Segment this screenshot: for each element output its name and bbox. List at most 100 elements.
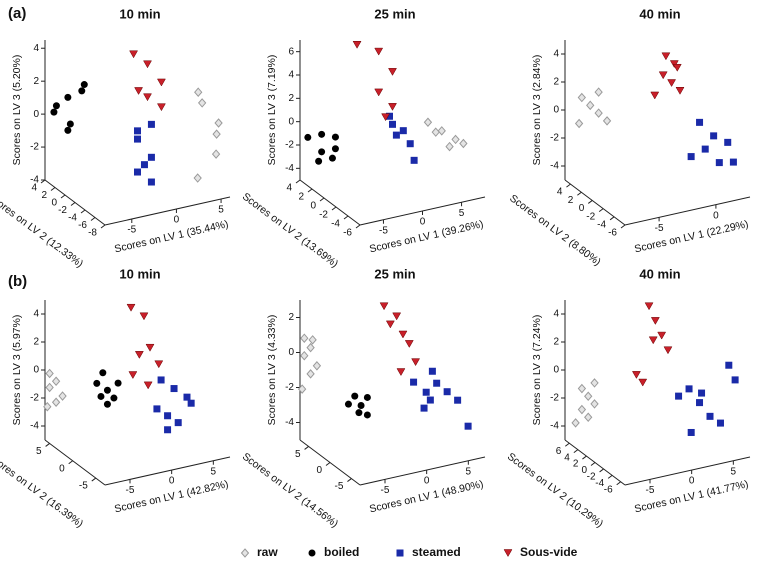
- y-tick-label: 2: [33, 337, 39, 348]
- x-axis: [624, 196, 751, 226]
- z-tick-label: -2: [587, 472, 596, 483]
- point: [385, 320, 395, 329]
- point: [318, 148, 326, 156]
- point: [661, 52, 671, 61]
- point: [297, 384, 307, 394]
- z-axis: [44, 439, 106, 486]
- z-tick-label: 0: [579, 203, 585, 214]
- point: [134, 135, 141, 143]
- z-tick: [609, 216, 615, 221]
- z-tick-label: 5: [36, 446, 42, 457]
- z-tick: [91, 477, 97, 482]
- point: [379, 302, 389, 311]
- point: [363, 411, 371, 419]
- point: [392, 131, 400, 139]
- point: [103, 386, 111, 394]
- point: [134, 168, 141, 176]
- point: [650, 91, 660, 100]
- point: [300, 350, 309, 361]
- point: [716, 419, 724, 427]
- point: [45, 368, 54, 379]
- legend-marker: [503, 549, 513, 558]
- point: [134, 351, 144, 359]
- point: [139, 312, 149, 321]
- point: [58, 391, 67, 401]
- z-tick: [307, 188, 313, 193]
- y-tick-label: 0: [33, 109, 39, 120]
- chart-title: 25 min: [374, 266, 415, 281]
- panel-label: (a): [8, 5, 26, 22]
- point: [701, 145, 709, 153]
- point: [170, 385, 178, 393]
- z-tick: [566, 183, 571, 188]
- point: [331, 133, 339, 141]
- point: [352, 41, 362, 49]
- z-tick-label: 4: [564, 452, 570, 463]
- x-axis: [104, 196, 231, 226]
- z-tick: [582, 455, 587, 460]
- z-axis: [299, 179, 361, 226]
- point: [381, 113, 391, 122]
- point: [194, 87, 203, 97]
- z-tick-label: 4: [286, 183, 292, 194]
- y-axis-label: Scores on LV 3 (7.24%): [531, 315, 543, 426]
- point: [129, 50, 139, 59]
- y-tick-label: 2: [288, 93, 294, 104]
- z-tick: [70, 202, 76, 206]
- point: [675, 392, 683, 400]
- point: [331, 145, 339, 153]
- x-tick-label: 0: [424, 476, 430, 487]
- point: [571, 418, 580, 428]
- y-tick-label: 4: [553, 49, 559, 60]
- point: [698, 389, 706, 397]
- point: [590, 378, 599, 388]
- point: [710, 132, 718, 140]
- z-tick: [564, 442, 570, 447]
- z-tick: [599, 468, 604, 473]
- x-tick-label: -5: [381, 485, 390, 496]
- point: [306, 342, 315, 353]
- z-tick: [60, 194, 66, 199]
- point: [584, 412, 593, 422]
- z-tick: [331, 206, 337, 211]
- z-tick: [319, 197, 325, 202]
- point: [422, 388, 430, 396]
- point: [344, 400, 352, 408]
- y-tick-label: 4: [288, 70, 294, 81]
- point: [672, 63, 682, 72]
- y-axis-label: Scores on LV 3 (4.33%): [266, 315, 278, 426]
- point: [404, 340, 414, 348]
- legend-label: Sous-vide: [520, 545, 578, 559]
- y-tick-label: 2: [288, 312, 294, 323]
- point: [577, 404, 587, 415]
- z-axis-label: Scores on LV 2 (13.69%): [240, 191, 340, 271]
- point: [183, 393, 191, 401]
- x-axis: [104, 456, 231, 486]
- y-tick-label: 2: [553, 337, 559, 348]
- y-axis-label: Scores on LV 3 (5.20%): [11, 55, 23, 166]
- point: [431, 127, 440, 137]
- x-tick-label: 5: [466, 466, 472, 477]
- point: [51, 376, 61, 387]
- point: [729, 158, 737, 166]
- x-axis-label: Scores on LV 1 (39.26%): [368, 218, 484, 255]
- z-tick-label: -4: [597, 219, 606, 230]
- point: [398, 330, 408, 339]
- legend-label: steamed: [412, 545, 461, 559]
- z-tick-label: 4: [31, 183, 37, 194]
- chart-title: 40 min: [639, 6, 680, 21]
- point: [715, 159, 723, 167]
- point: [351, 392, 359, 400]
- point: [355, 409, 363, 417]
- point: [140, 161, 148, 169]
- point: [134, 127, 141, 135]
- point: [594, 87, 603, 97]
- legend-marker: [396, 549, 404, 557]
- x-axis: [359, 456, 486, 486]
- z-tick: [355, 224, 361, 229]
- point: [411, 358, 421, 367]
- z-tick-label: -2: [58, 205, 67, 216]
- z-tick-label: 0: [316, 465, 322, 476]
- z-tick-label: -2: [586, 211, 595, 222]
- z-tick-label: -5: [79, 481, 88, 492]
